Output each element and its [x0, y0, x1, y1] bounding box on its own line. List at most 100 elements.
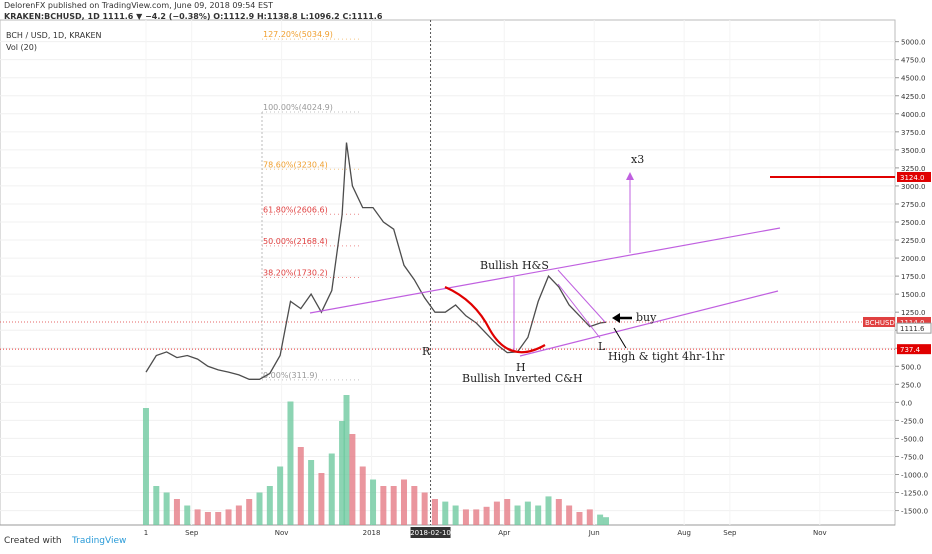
symbol-tag-label: BCHUSD	[865, 319, 895, 327]
fib-label: 50.00%(2168.4)	[263, 237, 328, 246]
fib-label: 0.00%(311.9)	[263, 371, 318, 380]
volume-bar	[462, 509, 469, 525]
volume-bar	[287, 401, 294, 525]
y-tick-label: 500.0	[901, 363, 921, 371]
volume-bar	[421, 492, 428, 525]
price-tag	[897, 344, 931, 355]
volume-bar	[308, 460, 315, 525]
price-line	[145, 142, 607, 380]
volume-bar	[194, 509, 201, 525]
volume-bar	[297, 447, 304, 525]
symbol-title: BCH / USD, 1D, KRAKEN	[6, 31, 102, 40]
volume-bar	[215, 512, 222, 525]
x-tick-label: Nov	[813, 529, 827, 537]
cursor-label: 2018-02-10	[410, 529, 451, 537]
y-tick-label: -1000.0	[901, 472, 928, 480]
volume-bar	[535, 505, 542, 525]
trendline	[519, 290, 779, 357]
y-tick-label: 2500.0	[901, 219, 926, 227]
volume-bar	[401, 479, 408, 525]
y-tick-label: 2750.0	[901, 201, 926, 209]
y-tick-label: -500.0	[901, 435, 924, 443]
symbol-tag	[863, 316, 895, 327]
volume-bar	[246, 499, 253, 525]
annotation: High & tight 4hr-1hr	[608, 350, 725, 363]
y-tick-label: -250.0	[901, 417, 924, 425]
flag-line	[557, 283, 601, 339]
volume-bar	[173, 499, 180, 525]
cursor-tag	[410, 527, 451, 538]
x-tick-label: Apr	[498, 529, 510, 537]
fib-label: 127.20%(5034.9)	[263, 30, 333, 39]
y-tick-label: 4250.0	[901, 93, 926, 101]
y-tick-label: 3750.0	[901, 129, 926, 137]
volume-bar	[318, 473, 325, 525]
volume-bar	[411, 486, 418, 525]
x-tick-label: Jun	[588, 529, 600, 537]
annotation: H	[516, 361, 526, 374]
price-tag-label: 1111.6	[900, 325, 925, 333]
volume-bar	[514, 505, 521, 525]
volume-bar	[545, 496, 552, 525]
header: DelorenFX published on TradingView.com, …	[4, 1, 273, 10]
volume-bar	[504, 499, 511, 525]
y-tick-label: 2000.0	[901, 255, 926, 263]
fib-label: 100.00%(4024.9)	[263, 103, 333, 112]
volume-bar	[380, 486, 387, 525]
volume-bar	[566, 505, 573, 525]
annotation: buy	[636, 311, 657, 324]
price-tag	[897, 171, 931, 182]
volume-bar	[277, 466, 284, 525]
volume-bar	[370, 479, 377, 525]
price-tag-label: 3124.0	[900, 174, 925, 182]
x-tick-label: 1	[144, 529, 148, 537]
footer-text: Created with	[4, 536, 62, 546]
volume-bar	[390, 486, 397, 525]
x-tick-label: Aug	[677, 529, 691, 537]
volume-bar	[204, 512, 211, 525]
volume-bar	[483, 506, 490, 525]
y-tick-label: 1500.0	[901, 291, 926, 299]
annotation: x3	[631, 153, 644, 166]
volume-bar	[184, 505, 191, 525]
x-tick-label: Sep	[723, 529, 737, 537]
y-tick-label: 4000.0	[901, 111, 926, 119]
x-tick-label: 2018	[363, 529, 381, 537]
volume-bar	[343, 395, 350, 525]
volume-bar	[163, 492, 170, 525]
volume-bar	[349, 434, 356, 525]
price-tag	[897, 316, 931, 327]
volume-bar	[493, 501, 500, 525]
arrow-head	[612, 313, 620, 323]
y-tick-label: 250.0	[901, 381, 921, 389]
volume-label: Vol (20)	[6, 43, 37, 52]
price-tag-label: 737.4	[900, 346, 921, 354]
volume-bar	[555, 499, 562, 525]
volume-bar	[153, 486, 160, 525]
annotation: Bullish H&S	[480, 259, 549, 272]
quote: KRAKEN:BCHUSD, 1D 1111.6 ▼ −4.2 (−0.38%)…	[4, 12, 383, 21]
volume-bar	[603, 517, 610, 525]
flag-line	[557, 269, 606, 323]
y-tick-label: 0.0	[901, 399, 912, 407]
y-tick-label: -1250.0	[901, 490, 928, 498]
fib-label: 61.80%(2606.6)	[263, 205, 328, 214]
volume-bar	[452, 505, 459, 525]
fib-label: 78.60%(3230.4)	[263, 160, 328, 169]
volume-bar	[266, 486, 273, 525]
volume-bar	[256, 492, 263, 525]
volume-bar	[142, 408, 149, 525]
y-tick-label: -750.0	[901, 453, 924, 461]
pointer-arrow	[613, 327, 627, 349]
x-tick-label: Sep	[185, 529, 199, 537]
volume-bar	[586, 509, 593, 525]
volume-bar	[328, 453, 335, 525]
volume-bar	[524, 501, 531, 525]
annotation: L	[598, 340, 606, 353]
volume-bar	[431, 499, 438, 525]
y-tick-label: 3000.0	[901, 183, 926, 191]
y-tick-label: 5000.0	[901, 39, 926, 47]
volume-bar	[359, 466, 366, 525]
